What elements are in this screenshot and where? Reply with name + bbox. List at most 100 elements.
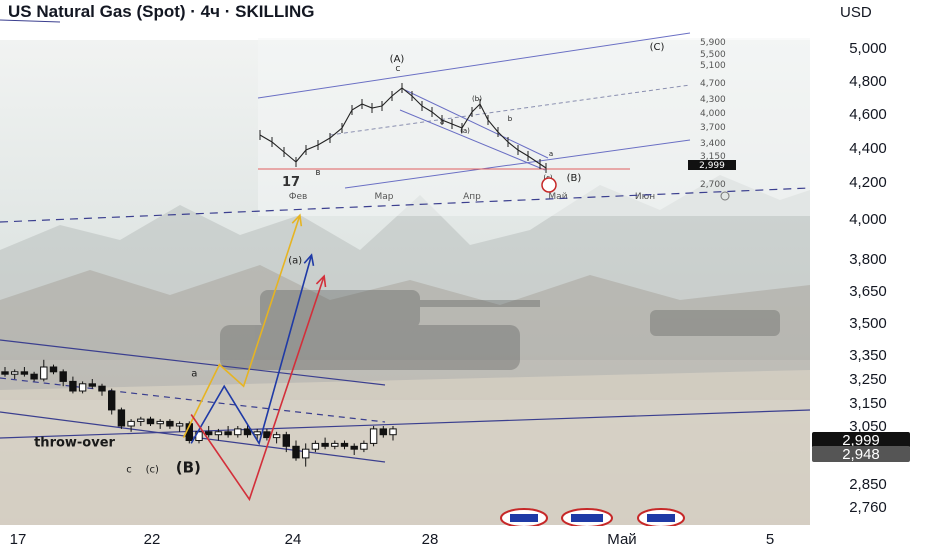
candle — [340, 440, 349, 450]
scenario-path-blue — [190, 254, 313, 446]
inset-wave-label: a — [440, 118, 444, 126]
time-tick-label: 24 — [285, 531, 302, 548]
candle — [389, 426, 397, 441]
candle — [282, 431, 291, 453]
price-tick-label: 5,000 — [849, 40, 887, 57]
time-tick-label: 17 — [10, 531, 27, 548]
inset-price-tick: 3,150 — [700, 152, 726, 162]
inset-wave-label: C — [396, 65, 401, 73]
inset-price-tick: 5,100 — [700, 61, 726, 71]
candle — [263, 428, 271, 441]
price-tick-label: 4,000 — [849, 211, 887, 228]
inset-wave-labels: (A)CB(b)(a)aba(c)(B)(C) — [316, 42, 664, 193]
scenario-path-yellow — [182, 215, 301, 438]
arrowhead-blue — [303, 253, 315, 266]
inset-time-tick: Июн — [635, 192, 655, 202]
inset-last-price-badge — [688, 160, 736, 170]
candle — [156, 419, 164, 429]
price-tick-label: 3,800 — [849, 251, 887, 268]
candle — [360, 440, 368, 453]
us-flag-icon — [637, 508, 685, 528]
wave-label: c — [126, 464, 132, 475]
inset-x-ticks: Фев Мар Апр Май Июн — [289, 191, 730, 202]
candle — [20, 367, 29, 377]
inset-channel-bottom — [344, 139, 691, 189]
inset-wave-label: (a) — [460, 127, 470, 135]
inset-wave-label: (A) — [390, 54, 405, 65]
candle — [253, 428, 261, 441]
candle — [166, 419, 174, 429]
inset-settings-icon — [720, 191, 730, 201]
candle — [127, 419, 135, 432]
price-tick-label: 4,800 — [849, 73, 887, 90]
price-tick-label: 4,200 — [849, 174, 887, 191]
price-tick-label: 3,250 — [849, 371, 887, 388]
candle — [11, 369, 19, 379]
inset-time-tick: Мар — [375, 192, 394, 202]
inset-wave-label: (B) — [567, 173, 582, 184]
candle — [331, 440, 339, 450]
price-tick-label: 3,150 — [849, 395, 887, 412]
candle — [369, 426, 378, 447]
svg-text:2,999: 2,999 — [842, 432, 880, 449]
candle — [302, 443, 310, 467]
price-tick-label: 2,760 — [849, 499, 887, 516]
inset-price-bars — [259, 83, 547, 173]
inset-wave-label: B — [316, 169, 321, 177]
scenario-path-red — [190, 275, 325, 502]
horizontal-trendline — [0, 409, 811, 439]
time-axis[interactable]: 17 22 24 28 Май 5 — [0, 526, 810, 550]
inset-downtrend-2 — [399, 109, 546, 171]
inset-channel-mid — [329, 84, 691, 136]
tank-silhouette — [220, 290, 780, 370]
svg-text:2,948: 2,948 — [842, 446, 880, 463]
arrowhead-yellow — [291, 213, 303, 227]
time-tick-label: 5 — [766, 531, 774, 548]
scenario-paths — [182, 213, 327, 502]
wave-annotations: throw-over c (c) (B) a (a) — [34, 255, 302, 476]
dashed-channel-line — [0, 377, 386, 423]
inset-wave-label: (b) — [472, 95, 482, 103]
price-axis[interactable]: 5,000 4,800 4,600 4,400 4,200 4,000 3,800 3,650… — [810, 0, 932, 550]
candle — [224, 426, 232, 438]
candle — [234, 426, 242, 438]
inset-downtrend — [404, 89, 549, 159]
candle — [98, 383, 106, 396]
candles — [1, 359, 397, 467]
price-tick-label: 3,350 — [849, 347, 887, 364]
inset-wave-label: a — [549, 150, 553, 158]
candle — [350, 443, 358, 455]
inset-price-tick: 4,300 — [700, 95, 726, 105]
wave-label: (c) — [146, 464, 159, 475]
candle — [69, 376, 77, 394]
time-tick-label: 22 — [144, 531, 161, 548]
inset-price-tick: 4,700 — [700, 79, 726, 89]
event-flags — [500, 508, 685, 528]
wave-label: (a) — [288, 255, 302, 266]
inset-price-tick: 5,500 — [700, 50, 726, 60]
candle — [49, 364, 58, 375]
chart-title: US Natural Gas (Spot) · 4ч · SKILLING — [8, 2, 315, 21]
inset-channel-top — [257, 32, 691, 99]
candle — [292, 440, 300, 461]
inset-watermark-logo: 17 — [282, 175, 300, 190]
candle — [311, 440, 320, 453]
candle — [78, 381, 87, 394]
us-flag-icon — [561, 508, 613, 528]
time-tick-label: 28 — [422, 531, 439, 548]
inset-price-tick: 3,400 — [700, 139, 726, 149]
candle — [59, 369, 67, 387]
candle — [30, 371, 38, 382]
candle — [214, 428, 223, 441]
candle — [205, 426, 213, 438]
candle — [108, 388, 116, 415]
candle — [243, 423, 252, 438]
price-tick-label: 3,050 — [849, 418, 887, 435]
inset-price-tick: 5,900 — [700, 38, 726, 48]
top-left-line — [0, 19, 61, 23]
price-tick-label: 4,600 — [849, 106, 887, 123]
price-tick-label: 4,400 — [849, 140, 887, 157]
